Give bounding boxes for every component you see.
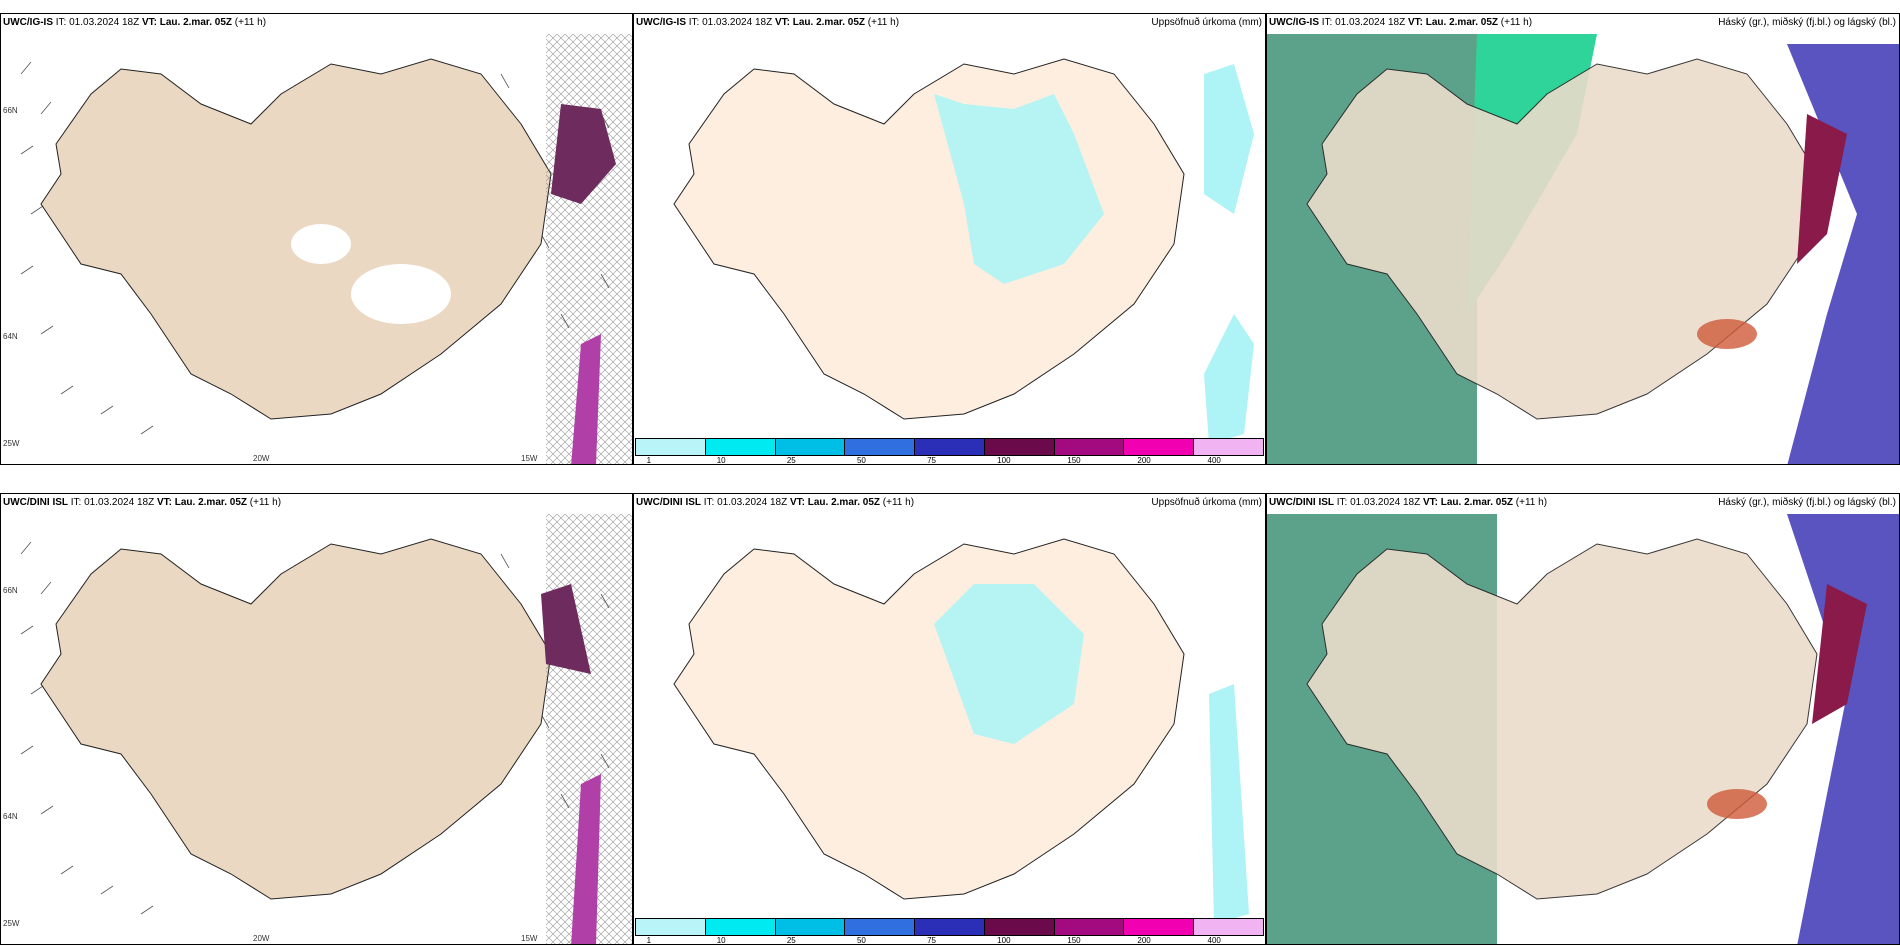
colorbar-label: 200 xyxy=(1137,936,1151,945)
panel-header: UWC/IG-IS IT: 01.03.2024 18Z VT: Lau. 2.… xyxy=(1267,14,1899,32)
precip-area xyxy=(934,94,1104,284)
colorbar-label: 75 xyxy=(927,456,936,465)
wind-map-panel-bottom: UWC/DINI ISL IT: 01.03.2024 18Z VT: Lau.… xyxy=(0,493,633,945)
colorbar-label: 10 xyxy=(716,456,726,465)
precip-map-panel-bottom: UWC/DINI ISL IT: 01.03.2024 18Z VT: Lau.… xyxy=(633,493,1266,945)
precip-map-panel-top: UWC/IG-IS IT: 01.03.2024 18Z VT: Lau. 2.… xyxy=(633,13,1266,465)
colorbar-label: 50 xyxy=(856,456,866,465)
colorbar-label: 10 xyxy=(716,936,726,945)
colorbar-swatch xyxy=(845,919,916,935)
iceland-land xyxy=(40,538,552,900)
colorbar-label: 1 xyxy=(646,936,652,945)
lat-label-64: 64N xyxy=(3,812,18,821)
precip-map xyxy=(634,14,1265,464)
colorbar-swatch xyxy=(1194,439,1264,455)
low-cloud-area xyxy=(1787,514,1899,944)
colorbar-swatch xyxy=(1124,439,1195,455)
colorbar-label: 400 xyxy=(1207,936,1221,945)
lon-label-25: 25W xyxy=(3,439,20,448)
colorbar-swatch xyxy=(984,439,1055,455)
colorbar-swatch xyxy=(775,919,846,935)
iceland-land xyxy=(1306,58,1818,420)
colorbar-label: 150 xyxy=(1067,456,1081,465)
colorbar-label: 50 xyxy=(856,936,866,945)
lon-label-25: 25W xyxy=(3,919,20,928)
colorbar-swatch xyxy=(775,439,846,455)
mid-cloud-area xyxy=(1812,584,1867,724)
precip-colorbar: 1 10 25 50 75 100 150 200 400 xyxy=(634,918,1265,944)
colorbar-label: 400 xyxy=(1207,456,1221,465)
colorbar-swatch xyxy=(845,439,916,455)
panel-header: UWC/DINI ISL IT: 01.03.2024 18Z VT: Lau.… xyxy=(1267,494,1899,512)
panel-header: UWC/IG-IS IT: 01.03.2024 18Z VT: Lau. 2.… xyxy=(1,14,632,32)
colorbar-swatch xyxy=(1194,919,1264,935)
colorbar-label: 150 xyxy=(1067,936,1081,945)
panel-title: Uppsöfnuð úrkoma (mm) xyxy=(1151,17,1262,28)
colorbar-swatch xyxy=(705,919,776,935)
colorbar-label: 25 xyxy=(786,456,796,465)
wind-map xyxy=(1,14,632,464)
cloud-map-panel-top: UWC/IG-IS IT: 01.03.2024 18Z VT: Lau. 2.… xyxy=(1266,13,1900,465)
cloud-map-panel-bottom: UWC/DINI ISL IT: 01.03.2024 18Z VT: Lau.… xyxy=(1266,493,1900,945)
colorbar-swatch xyxy=(1054,919,1125,935)
colorbar-swatch xyxy=(1054,439,1125,455)
precip-patch xyxy=(551,104,616,204)
panel-title: Uppsöfnuð úrkoma (mm) xyxy=(1151,497,1262,508)
panel-title: Háský (gr.), miðský (fj.bl.) og lágský (… xyxy=(1718,497,1896,508)
panel-header: UWC/IG-IS IT: 01.03.2024 18Z VT: Lau. 2.… xyxy=(634,14,1265,32)
lon-label-15: 15W xyxy=(521,934,538,943)
colorbar-label: 100 xyxy=(997,456,1011,465)
precip-area xyxy=(934,584,1084,744)
colorbar-label: 25 xyxy=(786,936,796,945)
low-cloud-area xyxy=(1787,44,1899,464)
lat-label-64: 64N xyxy=(3,332,18,341)
panel-header: UWC/DINI ISL IT: 01.03.2024 18Z VT: Lau.… xyxy=(634,494,1265,512)
cloud-map xyxy=(1267,494,1899,944)
lon-label-15: 15W xyxy=(521,454,538,463)
precip-map xyxy=(634,494,1265,944)
precip-colorbar: 1 10 25 50 75 100 150 200 400 xyxy=(634,438,1265,464)
panel-title: Háský (gr.), miðský (fj.bl.) og lágský (… xyxy=(1718,17,1896,28)
lon-label-20: 20W xyxy=(253,454,270,463)
lat-label-66: 66N xyxy=(3,586,18,595)
precip-patch xyxy=(541,584,591,674)
cloud-map xyxy=(1267,14,1899,464)
colorbar-swatch xyxy=(1124,919,1195,935)
colorbar-swatch xyxy=(984,919,1055,935)
lat-label-66: 66N xyxy=(3,106,18,115)
colorbar-label: 200 xyxy=(1137,456,1151,465)
wind-map xyxy=(1,494,632,944)
colorbar-swatch xyxy=(705,439,776,455)
colorbar-swatch xyxy=(915,439,985,455)
wind-map-panel-top: UWC/IG-IS IT: 01.03.2024 18Z VT: Lau. 2.… xyxy=(0,13,633,465)
colorbar-label: 75 xyxy=(927,936,936,945)
colorbar-swatch xyxy=(915,919,985,935)
colorbar-label: 1 xyxy=(646,456,652,465)
colorbar-label: 100 xyxy=(997,936,1011,945)
mid-cloud-area xyxy=(1797,114,1847,264)
colorbar-swatch xyxy=(636,439,706,455)
iceland-land xyxy=(1306,538,1818,900)
colorbar-swatch xyxy=(636,919,706,935)
panel-header: UWC/DINI ISL IT: 01.03.2024 18Z VT: Lau.… xyxy=(1,494,632,512)
lon-label-20: 20W xyxy=(253,934,270,943)
